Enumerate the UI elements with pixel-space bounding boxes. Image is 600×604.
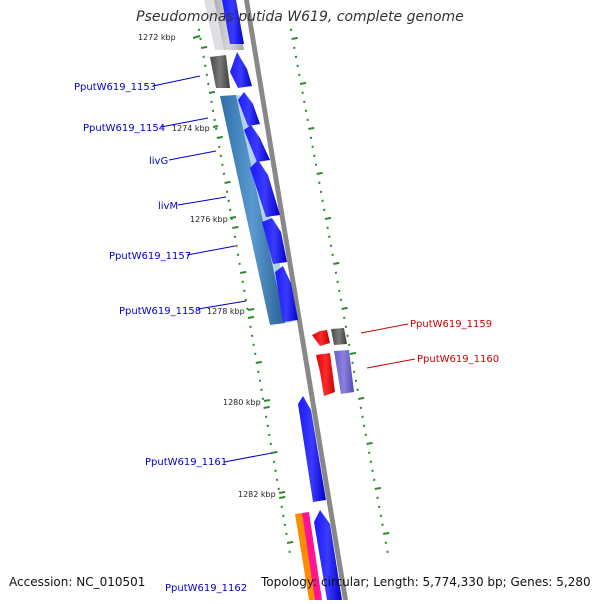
gc-tick [375,488,381,489]
scale-label-1272: 1272 kbp [138,33,176,42]
label-livG: livG [149,156,168,167]
gc-tick [383,533,389,534]
map-title: Pseudomonas putida W619, complete genome [0,9,600,25]
gc-tick [333,263,339,264]
gc-tick [217,137,223,138]
gc-tick [287,542,293,543]
gc-tick [225,182,231,183]
scale-label-1276: 1276 kbp [190,215,228,224]
gc-tick [232,227,238,228]
gc-tick [248,317,254,318]
gene-pput1153 [230,52,252,88]
gc-tick [201,47,207,48]
scale-label-1278: 1278 kbp [207,307,245,316]
label-pput1158: PputW619_1158 [119,306,201,317]
minus-strand-track [312,328,354,396]
accession-text: Accession: NC_010501 [9,575,145,589]
gc-tick [292,38,298,39]
scale-label-1274: 1274 kbp [172,124,210,133]
label-pput1161: PputW619_1161 [145,457,227,468]
feature-pput1153-gray [210,55,230,88]
gc-tick [317,173,323,174]
gc-tick [358,398,364,399]
label-pput1162: PputW619_1162 [165,583,247,594]
gc-tick [342,308,348,309]
label-pput1157: PputW619_1157 [109,251,191,262]
label-pput1153: PputW619_1153 [74,82,156,93]
gc-tick [367,443,373,444]
feature-pput1160-purple [334,350,354,394]
gene-pput1159 [312,330,330,346]
topology-text: Topology: circular; Length: 5,774,330 bp… [261,575,591,589]
label-pput1160: PputW619_1160 [417,354,499,365]
feature-track [204,0,298,325]
feature-pput1159-gray [331,328,347,345]
scale-label-1282: 1282 kbp [238,490,276,499]
gene-pput1160 [316,353,335,396]
gc-tick [308,128,314,129]
label-pput1159: PputW619_1159 [410,319,492,330]
gc-tick [256,362,262,363]
gc-tick [271,452,277,453]
gc-tick [300,83,306,84]
gc-tick [209,92,215,93]
gene-labels: PputW619_1153 PputW619_1154 livG livM Pp… [74,76,499,594]
backbone [244,0,348,600]
gc-tick [240,272,246,273]
gc-tick [264,407,270,408]
gc-tick [325,218,331,219]
gc-tick [279,497,285,498]
scale-label-1280: 1280 kbp [223,398,261,407]
label-pput1154: PputW619_1154 [83,123,165,134]
label-livM: livM [158,201,178,212]
gc-tick [350,353,356,354]
